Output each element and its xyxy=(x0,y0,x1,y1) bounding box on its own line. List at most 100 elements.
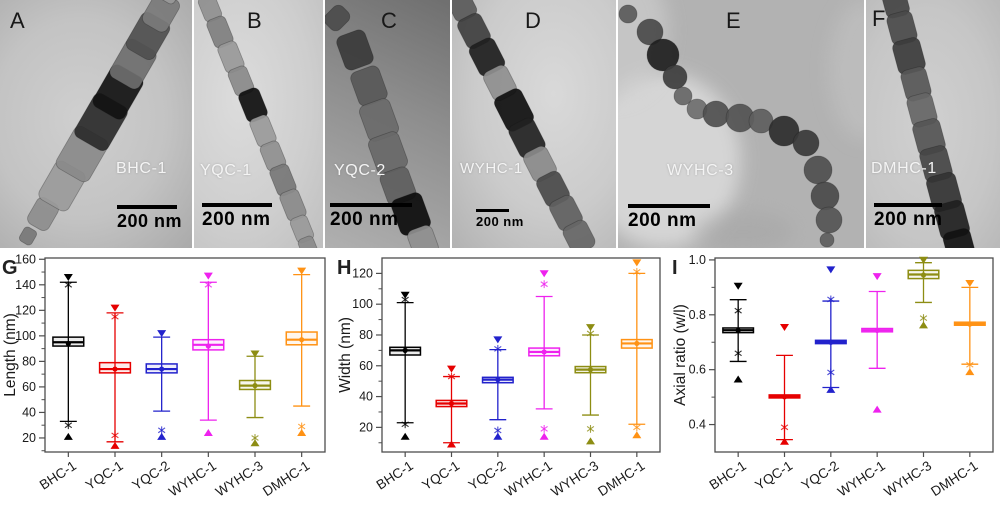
plot-frame xyxy=(714,257,994,453)
box-series-DMHC-1 xyxy=(285,267,318,437)
box-series-WYHC-3 xyxy=(907,256,940,329)
x-category-label: BHC-1 xyxy=(374,458,416,493)
tem-panel-C: C YQC-2 200 nm xyxy=(325,0,450,248)
y-axis: 0.4 0.6 0.8 1.0 xyxy=(689,253,715,432)
box-series-YQC-2 xyxy=(814,266,847,393)
x-category-label: WYHC-1 xyxy=(835,458,888,500)
tem-micrograph-E xyxy=(618,0,864,248)
x-category-label: BHC-1 xyxy=(707,458,749,493)
sample-label-DMHC-1: DMHC-1 xyxy=(871,160,937,177)
y-tick-label: 40 xyxy=(22,405,36,419)
tem-panel-A: A BHC-1 200 nm xyxy=(0,0,192,248)
chart-axial-ratio-boxplot: 0.4 0.6 0.8 1.0 Axial ratio (w/l) I BHC-1 YQC-1… xyxy=(670,250,1000,516)
y-axis-title: Width (nm) xyxy=(337,317,354,393)
scale-bar-line xyxy=(330,203,412,207)
tem-micrograph-D xyxy=(452,0,596,248)
sample-label-BHC-1: BHC-1 xyxy=(116,160,168,177)
x-category-label: BHC-1 xyxy=(37,458,79,493)
tem-panel-B: B YQC-1 200 nm xyxy=(194,0,323,248)
scale-bar-label: 200 nm xyxy=(117,211,183,231)
x-category-label: WYHC-3 xyxy=(548,458,601,500)
y-tick-label: 60 xyxy=(359,359,373,373)
panel-letter-B: B xyxy=(247,8,263,33)
y-tick-label: 80 xyxy=(22,354,36,368)
box-series-YQC-1 xyxy=(768,323,801,445)
y-tick-label: 140 xyxy=(15,278,36,292)
x-category-label: YQC-1 xyxy=(83,458,126,493)
x-category-label: DMHC-1 xyxy=(928,458,980,499)
tem-row: A BHC-1 200 nm B YQC-1 200 nm C YQC-2 20… xyxy=(0,0,1000,248)
plot-frame xyxy=(381,257,661,453)
plot-frame xyxy=(44,257,326,453)
x-category-label: WYHC-1 xyxy=(502,458,555,500)
box-series-DMHC-1 xyxy=(953,280,986,376)
x-category-label: DMHC-1 xyxy=(260,458,312,499)
y-tick-label: 120 xyxy=(15,303,36,317)
y-axis: 20 40 60 80 100 120 xyxy=(352,266,382,444)
scale-bar: 200 nm xyxy=(628,204,710,232)
scale-bar-label: 200 nm xyxy=(202,209,271,230)
y-tick-label: 100 xyxy=(15,329,36,343)
scale-bar-line xyxy=(476,209,509,212)
scale-bar: 200 nm xyxy=(874,203,942,231)
x-category-label: YQC-1 xyxy=(419,458,462,493)
y-tick-label: 120 xyxy=(352,266,373,280)
y-tick-label: 20 xyxy=(22,431,36,445)
x-category-label: WYHC-3 xyxy=(881,458,934,500)
box-series-WYHC-1 xyxy=(861,273,894,413)
panel-letter-D: D xyxy=(525,8,542,33)
boxplot-svg-I: 0.4 0.6 0.8 1.0 Axial ratio (w/l) I BHC-1 YQC-1… xyxy=(672,253,994,500)
y-tick-label: 80 xyxy=(359,328,373,342)
y-axis: 20 40 60 80 100 120 140 160 xyxy=(15,252,45,452)
chart-width-boxplot: 20 40 60 80 100 120 Width (nm) H BHC-1 YQC-1 YQC-2… xyxy=(335,250,670,516)
tem-panel-F: F DMHC-1 200 nm xyxy=(866,0,1000,248)
box-series-WYHC-3 xyxy=(238,350,272,447)
chart-length-boxplot: 20 40 60 80 100 120 140 160 Length (nm) G BHC-1 YQC… xyxy=(0,250,335,516)
scale-bar-label: 200 nm xyxy=(476,214,524,229)
sample-label-WYHC-1: WYHC-1 xyxy=(460,160,523,177)
chart-panel-letter: G xyxy=(2,257,18,279)
y-tick-label: 40 xyxy=(359,390,373,404)
chart-panel-letter: H xyxy=(337,257,351,279)
tem-micrograph-B xyxy=(197,0,319,248)
y-tick-label: 0.8 xyxy=(689,308,706,322)
panel-letter-C: C xyxy=(381,8,398,33)
tem-panel-D: D WYHC-1 200 nm xyxy=(452,0,616,248)
charts-row: 20 40 60 80 100 120 140 160 Length (nm) G BHC-1 YQC… xyxy=(0,250,1000,516)
tem-micrograph-F xyxy=(882,0,976,248)
y-axis-title: Length (nm) xyxy=(2,313,19,397)
scale-bar-line xyxy=(874,203,942,207)
scale-bar-label: 200 nm xyxy=(874,209,943,230)
scale-bar: 200 nm xyxy=(476,209,524,229)
panel-letter-F: F xyxy=(872,6,886,31)
sample-label-WYHC-3: WYHC-3 xyxy=(667,162,734,179)
box-series-YQC-2 xyxy=(145,330,178,440)
tem-micrograph-A xyxy=(18,0,183,246)
box-series-BHC-1 xyxy=(722,282,755,383)
scale-bar: 200 nm xyxy=(330,203,412,231)
sample-label-YQC-1: YQC-1 xyxy=(200,162,252,179)
sample-label-YQC-2: YQC-2 xyxy=(334,162,386,179)
boxplot-svg-G: 20 40 60 80 100 120 140 160 Length (nm) G BHC-1 YQC… xyxy=(2,252,326,500)
y-axis-title: Axial ratio (w/l) xyxy=(672,304,689,406)
y-tick-label: 0.4 xyxy=(689,418,706,432)
chart-panel-letter: I xyxy=(672,257,678,279)
box-series-DMHC-1 xyxy=(620,259,653,439)
scale-bar: 200 nm xyxy=(202,203,272,231)
box-series-BHC-1 xyxy=(389,291,422,440)
box-series-WYHC-3 xyxy=(574,324,607,445)
x-category-label: WYHC-3 xyxy=(213,458,266,500)
x-category-label: WYHC-1 xyxy=(166,458,219,500)
scale-bar-line xyxy=(202,203,272,207)
y-tick-label: 160 xyxy=(15,252,36,266)
scale-bar-label: 200 nm xyxy=(628,210,697,231)
scale-bar: 200 nm xyxy=(117,205,182,232)
scale-bar-line xyxy=(628,204,710,208)
box-series-YQC-1 xyxy=(435,365,468,448)
box-series-YQC-1 xyxy=(98,304,132,449)
tem-panel-E: E WYHC-3 200 nm xyxy=(618,0,864,248)
